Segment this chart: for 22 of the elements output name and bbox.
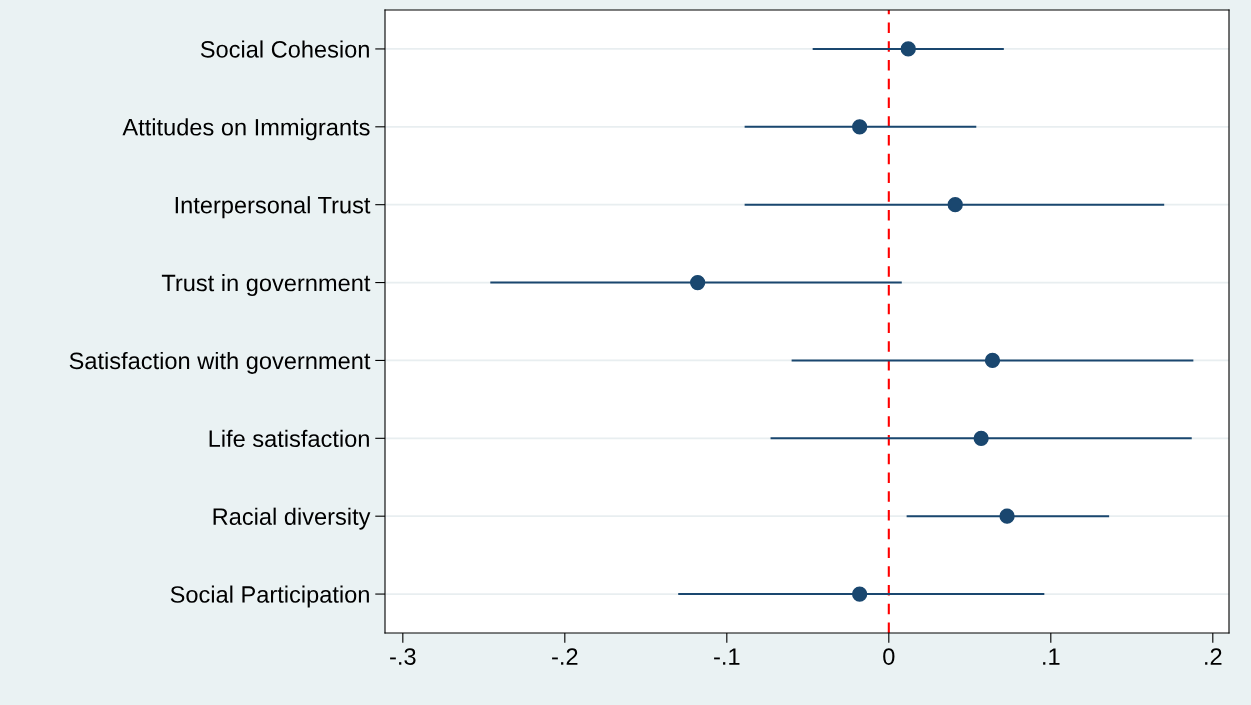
x-tick-label: -.2 — [552, 648, 578, 665]
point — [690, 274, 706, 291]
y-tick-label: Attitudes on Immigrants — [122, 118, 370, 141]
y-tick-label: Interpersonal Trust — [175, 196, 371, 219]
point — [973, 430, 989, 446]
x-tick-label: -.3 — [390, 648, 416, 665]
point — [852, 586, 868, 602]
y-tick-label: Racial diversity — [213, 507, 371, 530]
point — [900, 41, 916, 57]
point — [984, 352, 1001, 369]
point — [947, 197, 963, 213]
x-tick-label: .2 — [1205, 648, 1222, 665]
point — [852, 119, 868, 135]
point — [999, 508, 1015, 524]
y-tick-label: Life satisfaction — [209, 429, 369, 448]
y-tick-label: Satisfaction with government — [69, 351, 371, 374]
y-tick-label: Trust in government — [161, 274, 371, 297]
x-tick-label: -.1 — [714, 648, 740, 665]
x-tick-label: .1 — [1043, 648, 1060, 665]
y-tick-label: Social Cohesion — [200, 40, 369, 58]
x-tick-label: 0 — [883, 648, 895, 665]
y-tick-label: Social Participation — [170, 585, 369, 608]
